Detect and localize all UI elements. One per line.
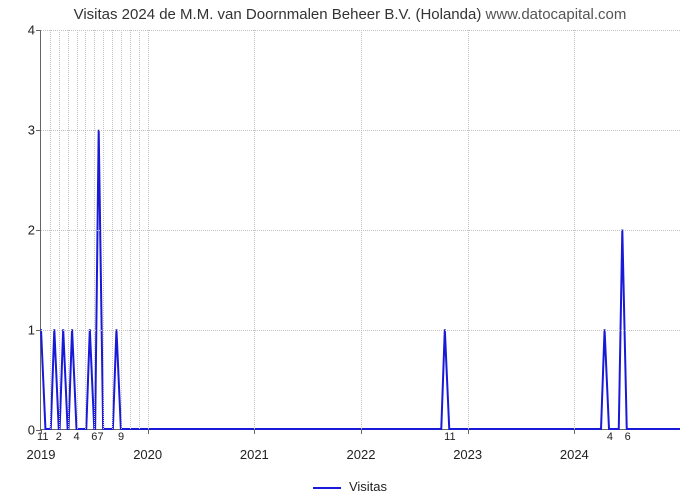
gridline-v-minor: [68, 30, 69, 429]
tickmark-y: [36, 330, 41, 331]
tickmark-y: [36, 130, 41, 131]
gridline-v-minor: [94, 30, 95, 429]
gridline-v-minor: [50, 30, 51, 429]
gridline-v: [468, 30, 469, 429]
gridline-v-minor: [130, 30, 131, 429]
xtick-major: 2023: [453, 447, 482, 462]
gridline-v-minor: [112, 30, 113, 429]
chart-title: Visitas 2024 de M.M. van Doornmalen Behe…: [0, 6, 700, 23]
ytick-label: 4: [28, 23, 35, 38]
xtick-major: 2020: [133, 447, 162, 462]
ytick-label: 1: [28, 323, 35, 338]
xtick-minor: 4: [73, 431, 79, 443]
gridline-v: [148, 30, 149, 429]
gridline-v: [361, 30, 362, 429]
xtick-major: 2021: [240, 447, 269, 462]
xtick-major: 2019: [27, 447, 56, 462]
xtick-minor: 7: [97, 431, 103, 443]
tickmark-x: [574, 429, 575, 434]
ytick-label: 0: [28, 423, 35, 438]
chart-title-main: Visitas 2024 de M.M. van Doornmalen Behe…: [74, 6, 486, 23]
tickmark-y: [36, 230, 41, 231]
gridline-v: [574, 30, 575, 429]
xtick-minor: 9: [118, 431, 124, 443]
xtick-minor: 11: [444, 431, 455, 443]
xtick-minor: 2: [56, 431, 62, 443]
chart-title-site: www.datocapital.com: [486, 6, 627, 23]
xtick-major: 2024: [560, 447, 589, 462]
plot-area: 0123420192020202120222023202411246791146: [40, 30, 680, 430]
ytick-label: 3: [28, 123, 35, 138]
gridline-v-minor: [85, 30, 86, 429]
xtick-minor: 4: [607, 431, 613, 443]
gridline-v-minor: [121, 30, 122, 429]
tickmark-x: [148, 429, 149, 434]
legend: Visitas: [0, 479, 700, 494]
gridline-v: [254, 30, 255, 429]
xtick-minor: 6: [91, 431, 97, 443]
tickmark-x: [361, 429, 362, 434]
gridline-v-minor: [139, 30, 140, 429]
tickmark-y: [36, 30, 41, 31]
tickmark-x: [468, 429, 469, 434]
xtick-minor: 11: [37, 431, 48, 443]
gridline-v-minor: [103, 30, 104, 429]
ytick-label: 2: [28, 223, 35, 238]
chart-container: Visitas 2024 de M.M. van Doornmalen Behe…: [0, 0, 700, 500]
xtick-minor: 6: [625, 431, 631, 443]
legend-label: Visitas: [349, 479, 387, 494]
legend-swatch: [313, 487, 341, 489]
gridline-v-minor: [59, 30, 60, 429]
gridline-v-minor: [77, 30, 78, 429]
tickmark-x: [254, 429, 255, 434]
xtick-major: 2022: [347, 447, 376, 462]
